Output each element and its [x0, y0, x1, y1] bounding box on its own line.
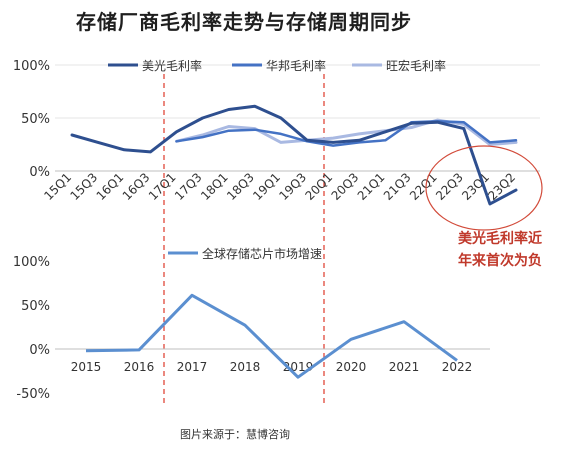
top-x-tick: 21Q3 [381, 170, 414, 203]
bottom-y-tick: 0% [29, 343, 50, 358]
bottom-x-tick: 2020 [336, 360, 367, 374]
bottom-x-tick: 2018 [230, 360, 261, 374]
top-y-tick: 0% [29, 165, 50, 180]
top-x-tick: 21Q1 [355, 170, 388, 203]
series-layer [70, 104, 518, 379]
source-note: 图片来源于：慧博咨询 [180, 428, 290, 441]
legend-label: 旺宏毛利率 [386, 58, 446, 73]
top-x-tick: 18Q1 [198, 170, 231, 203]
top-y-tick: 50% [21, 112, 50, 127]
annotation-line-1: 美光毛利率近 [458, 230, 542, 247]
top-x-tick: 17Q3 [172, 170, 205, 203]
top-x-tick: 20Q1 [303, 170, 336, 203]
top-x-tick: 22Q1 [407, 170, 440, 203]
series-line-global [85, 293, 458, 379]
top-x-tick: 19Q3 [276, 170, 309, 203]
series-line-0 [70, 104, 518, 206]
bottom-x-tick: 2016 [124, 360, 155, 374]
top-x-tick: 20Q3 [329, 170, 362, 203]
top-x-tick: 18Q3 [224, 170, 257, 203]
top-x-tick: 19Q1 [250, 170, 283, 203]
bottom-y-tick: 100% [13, 255, 50, 270]
top-x-tick: 17Q1 [146, 170, 179, 203]
top-x-tick: 16Q1 [94, 170, 127, 203]
legend-label: 华邦毛利率 [266, 58, 326, 73]
legend-label: 全球存储芯片市场增速 [202, 246, 322, 261]
bottom-x-tick: 2015 [71, 360, 102, 374]
bottom-x-tick: 2017 [177, 360, 208, 374]
bottom-y-tick: -50% [16, 387, 50, 402]
series-line-1 [175, 119, 518, 147]
top-x-tick: 22Q3 [433, 170, 466, 203]
grid-layer [55, 64, 540, 350]
legend-label: 美光毛利率 [142, 58, 202, 73]
bottom-x-tick: 2021 [389, 360, 420, 374]
top-y-tick: 100% [13, 59, 50, 74]
top-x-tick: 15Q3 [67, 170, 100, 203]
divider-layer [163, 74, 325, 405]
bottom-y-tick: 50% [21, 299, 50, 314]
top-x-tick: 16Q3 [120, 170, 153, 203]
chart-title: 存储厂商毛利率走势与存储周期同步 [76, 10, 412, 34]
negative-highlight-circle [425, 145, 543, 231]
annotation-line-2: 年来首次为负 [458, 252, 542, 269]
bottom-x-tick: 2022 [442, 360, 473, 374]
series-line-2 [175, 118, 518, 146]
annotation-layer: 美光毛利率近 年来首次为负 [425, 145, 543, 269]
